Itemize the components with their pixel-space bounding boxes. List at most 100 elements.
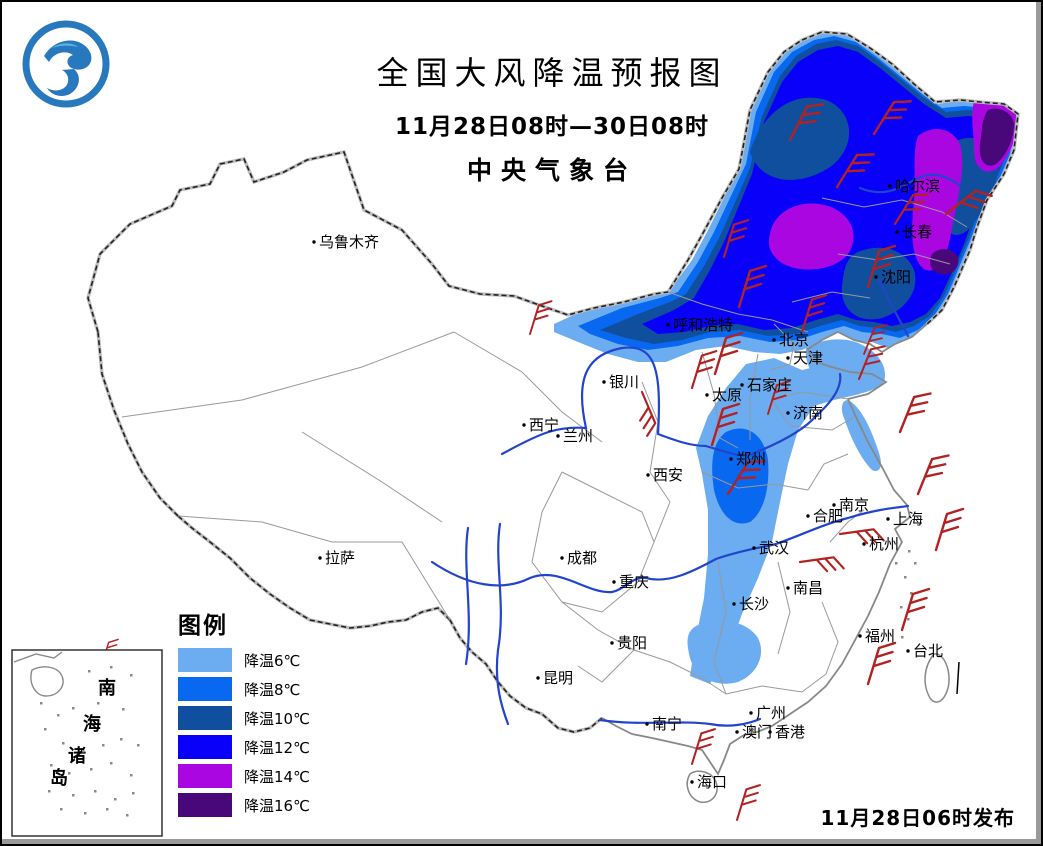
coastline [601, 323, 928, 776]
inset-label-char: 诸 [68, 745, 86, 767]
pearl-river [598, 717, 762, 727]
city-label: 哈尔滨 [895, 177, 940, 195]
city-dot [862, 542, 866, 546]
west-river-2 [464, 526, 470, 666]
city-dot [749, 711, 753, 715]
city-dot [895, 230, 899, 234]
city-dot [312, 240, 316, 244]
city-dot [858, 634, 862, 638]
city-label: 贵阳 [617, 634, 647, 652]
wind-barb-icon [735, 784, 761, 822]
legend-label: 降温10℃ [244, 709, 310, 728]
city-label: 兰州 [563, 427, 593, 445]
city-dot [602, 380, 606, 384]
agency-name: 中央气象台 [466, 156, 637, 185]
legend: 图例 降温6℃ 降温8℃ 降温10℃ 降温12℃ 降温14℃ 降温16℃ [178, 606, 310, 822]
city-dot [772, 338, 776, 342]
legend-color-swatch [178, 648, 232, 672]
city-dot [729, 457, 733, 461]
city-dot [705, 393, 709, 397]
city-dot [886, 517, 890, 521]
legend-item: 降温6℃ [178, 648, 310, 672]
wind-barb-icon [898, 389, 932, 436]
city-dot [666, 323, 670, 327]
city-dot [690, 780, 694, 784]
legend-item: 降温16℃ [178, 793, 310, 817]
city-dot [560, 556, 564, 560]
city-label: 香港 [775, 723, 805, 741]
city-label: 郑州 [736, 450, 766, 468]
city-dot [612, 580, 616, 584]
hainan-island [686, 770, 718, 803]
legend-label: 降温8℃ [244, 680, 301, 699]
city-label: 昆明 [543, 669, 573, 687]
legend-color-swatch [178, 793, 232, 817]
west-river-1 [495, 522, 510, 726]
city-label: 乌鲁木齐 [319, 233, 379, 251]
legend-item: 降温8℃ [178, 677, 310, 701]
city-label: 上海 [893, 510, 923, 528]
city-dot [752, 546, 756, 550]
city-label: 广州 [756, 704, 786, 722]
city-label: 澳门 [742, 723, 772, 741]
city-dot [786, 586, 790, 590]
wind-barb-icon [690, 350, 718, 390]
city-dot [646, 473, 650, 477]
legend-color-swatch [178, 706, 232, 730]
city-dot [645, 722, 649, 726]
national-border [86, 30, 1020, 734]
wind-barb-icon [934, 507, 965, 552]
rivers [430, 173, 962, 727]
city-dot [806, 514, 810, 518]
songhua-river [858, 173, 962, 194]
islands [686, 653, 950, 803]
city-dot [888, 184, 892, 188]
legend-label: 降温6℃ [244, 651, 301, 670]
city-dot [318, 556, 322, 560]
province-borders [121, 197, 968, 695]
city-label: 长春 [902, 223, 932, 241]
city-label: 西安 [653, 466, 683, 484]
city-dot [874, 275, 878, 279]
city-label: 石家庄 [747, 376, 792, 394]
city-label: 西宁 [529, 416, 559, 434]
legend-label: 降温16℃ [244, 796, 310, 815]
taiwan-island [924, 653, 950, 703]
city-label: 太原 [712, 386, 742, 404]
city-dot [735, 730, 739, 734]
city-label: 台北 [913, 642, 943, 660]
city-dot [610, 641, 614, 645]
city-label: 武汉 [759, 539, 789, 557]
forecast-period: 11月28日08时—30日08时 [394, 114, 710, 140]
city-label: 银川 [609, 373, 639, 391]
liao-river [876, 276, 910, 338]
legend-item: 降温10℃ [178, 706, 310, 730]
city-dot [786, 356, 790, 360]
city-label: 沈阳 [881, 268, 911, 286]
cma-logo-icon [22, 20, 110, 108]
city-dot [740, 383, 744, 387]
legend-label: 降温14℃ [244, 767, 310, 786]
city-label: 天津 [793, 349, 823, 367]
city-dot [536, 676, 540, 680]
wind-barb-icon [866, 641, 897, 686]
city-label: 南宁 [652, 715, 682, 733]
legend-color-swatch [178, 735, 232, 759]
city-label: 拉萨 [325, 549, 355, 567]
legend-color-swatch [178, 764, 232, 788]
city-label: 杭州 [869, 535, 899, 553]
inset-label-char: 海 [83, 713, 101, 735]
wind-barb-icon [916, 451, 950, 498]
meridian-tick [956, 661, 960, 695]
wind-barb-icon [690, 728, 716, 766]
legend-item: 降温14℃ [178, 764, 310, 788]
city-dot [786, 411, 790, 415]
city-dot [522, 423, 526, 427]
yangtze-river [430, 504, 910, 594]
coastal-islets [895, 550, 917, 639]
city-label: 成都 [567, 549, 597, 567]
map-header: 全国大风降温预报图 11月28日08时—30日08时 中央气象台 [292, 48, 812, 187]
